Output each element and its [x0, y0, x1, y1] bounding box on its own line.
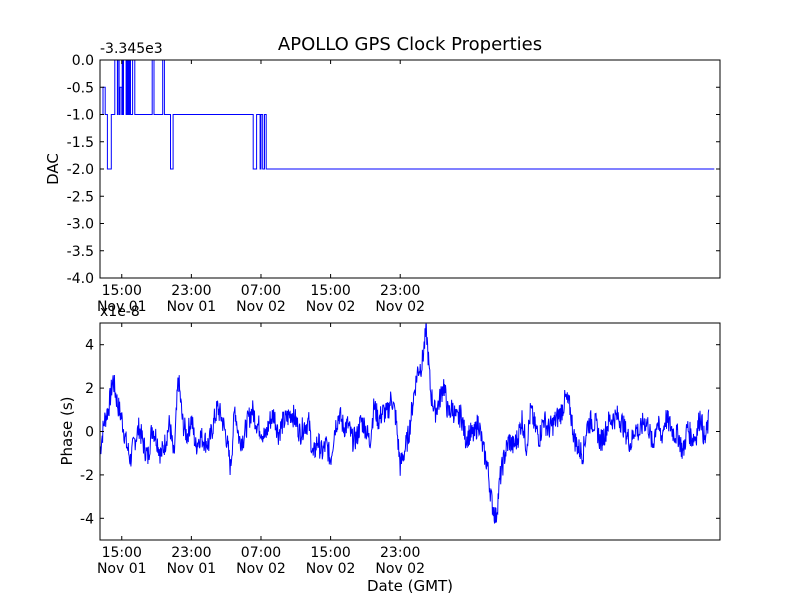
dac-y-ticks: -4.0 -3.5 -3.0 -2.5 -2.0 -1.5 -1.0 -0.5 0.0 [67, 53, 720, 287]
phase-y-ticks: -4 -2 0 2 4 [80, 338, 720, 527]
phase-series [99, 323, 710, 524]
phase-y-tick-label: 0 [85, 425, 94, 441]
phase-x-axis-label: Date (GMT) [367, 577, 453, 595]
dac-y-tick-label: -2.0 [67, 162, 94, 178]
phase-x-tick-date: Nov 01 [167, 561, 217, 577]
phase-y-tick-label: 4 [85, 338, 94, 354]
dac-y-tick-label: -0.5 [67, 80, 94, 96]
dac-y-tick-label: -1.5 [67, 135, 94, 151]
dac-x-tick-time: 07:00 [241, 283, 281, 299]
dac-x-tick-time: 23:00 [171, 283, 211, 299]
dac-x-tick-time: 15:00 [310, 283, 350, 299]
phase-y-tick-label: -4 [80, 511, 94, 527]
phase-x-tick-time: 15:00 [310, 545, 350, 561]
dac-y-tick-label: -3.5 [67, 244, 94, 260]
dac-x-tick-date: Nov 02 [306, 299, 356, 315]
dac-y-tick-label: -4.0 [67, 271, 94, 287]
dac-y-tick-label: -1.0 [67, 108, 94, 124]
phase-y-tick-label: -2 [80, 468, 94, 484]
phase-offset-label: x1e-8 [100, 304, 140, 320]
dac-offset-label: -3.345e3 [100, 41, 163, 57]
dac-x-tick-time: 23:00 [380, 283, 420, 299]
phase-x-tick-time: 07:00 [241, 545, 281, 561]
figure-title: APOLLO GPS Clock Properties [278, 34, 542, 55]
dac-y-tick-label: -2.5 [67, 189, 94, 205]
dac-series [100, 59, 715, 170]
dac-x-tick-date: Nov 01 [97, 299, 147, 315]
phase-x-tick-date: Nov 02 [236, 561, 286, 577]
dac-line [100, 59, 715, 170]
dac-y-axis-label: DAC [44, 153, 62, 185]
phase-x-tick-date: Nov 02 [375, 561, 425, 577]
phase-x-tick-date: Nov 01 [97, 561, 147, 577]
phase-line [99, 323, 710, 524]
dac-y-tick-label: 0.0 [72, 53, 94, 69]
phase-x-tick-time: 15:00 [102, 545, 142, 561]
dac-x-tick-date: Nov 02 [236, 299, 286, 315]
dac-x-tick-time: 15:00 [102, 283, 142, 299]
phase-x-tick-date: Nov 02 [306, 561, 356, 577]
phase-y-tick-label: 2 [85, 381, 94, 397]
dac-y-tick-label: -3.0 [67, 217, 94, 233]
phase-x-tick-time: 23:00 [380, 545, 420, 561]
dac-x-tick-date: Nov 01 [167, 299, 217, 315]
phase-y-axis-label: Phase (s) [58, 396, 76, 465]
dac-x-tick-date: Nov 02 [375, 299, 425, 315]
dac-panel: -4.0 -3.5 -3.0 -2.5 -2.0 -1.5 -1.0 -0.5 0.0 15:0… [44, 41, 721, 315]
phase-x-tick-time: 23:00 [171, 545, 211, 561]
